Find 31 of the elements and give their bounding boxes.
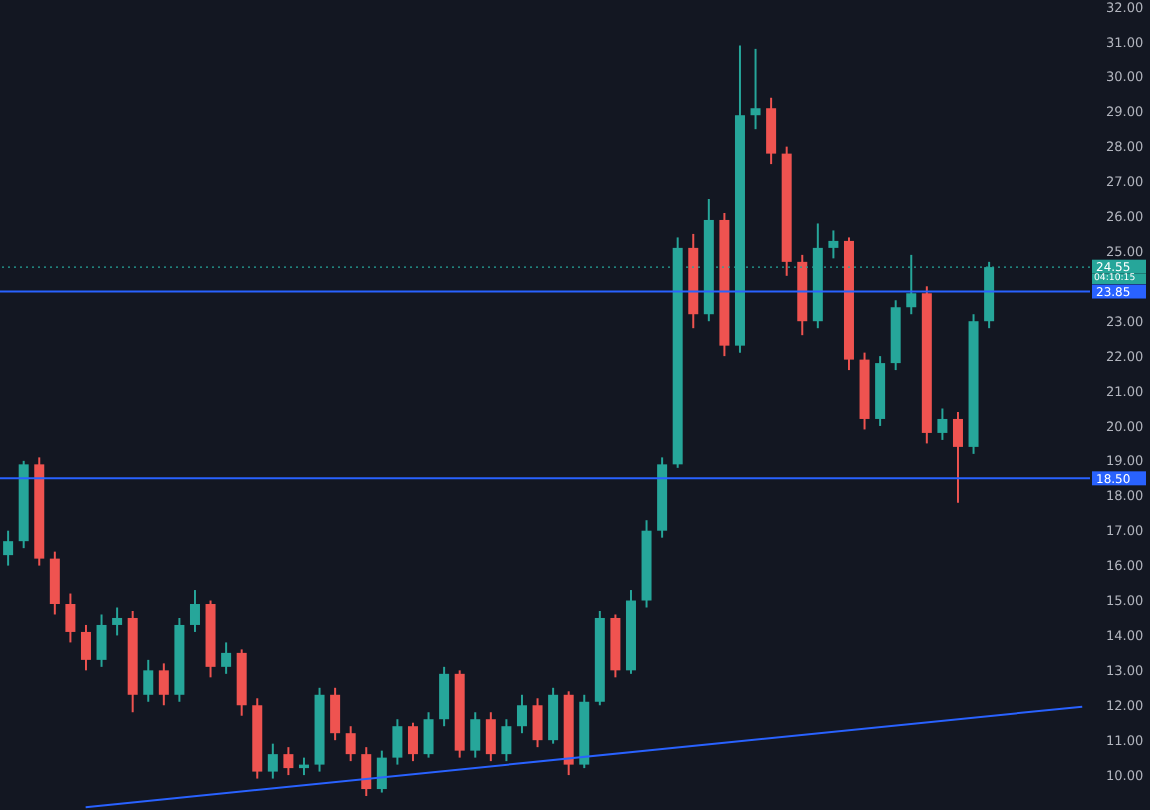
candlestick — [828, 229, 839, 260]
candlestick — [96, 613, 107, 668]
candlestick — [189, 589, 200, 633]
candlestick — [407, 721, 418, 763]
candlestick — [345, 725, 356, 763]
candlestick — [49, 550, 60, 616]
candlestick — [65, 592, 76, 644]
candlestick — [937, 407, 948, 441]
candlestick — [143, 658, 154, 703]
candlestick — [361, 746, 372, 798]
candlestick — [470, 711, 481, 759]
candlestick — [952, 410, 963, 504]
candlestick — [485, 711, 496, 763]
candlestick — [80, 623, 91, 672]
candlestick — [766, 96, 777, 166]
candlestick — [267, 742, 278, 780]
candlestick — [330, 686, 341, 742]
candlestick — [750, 47, 761, 131]
candlestick — [376, 749, 387, 794]
candlestick — [112, 606, 123, 637]
candlestick — [158, 662, 169, 707]
candlestick — [221, 641, 232, 675]
candlestick — [501, 718, 512, 763]
candlestick — [532, 697, 543, 749]
candlestick — [548, 686, 559, 745]
candlestick — [3, 529, 14, 567]
candlestick — [283, 746, 294, 777]
candlestick — [516, 693, 527, 735]
candlestick — [392, 718, 403, 766]
candlestick — [439, 665, 450, 728]
candlestick — [423, 711, 434, 759]
